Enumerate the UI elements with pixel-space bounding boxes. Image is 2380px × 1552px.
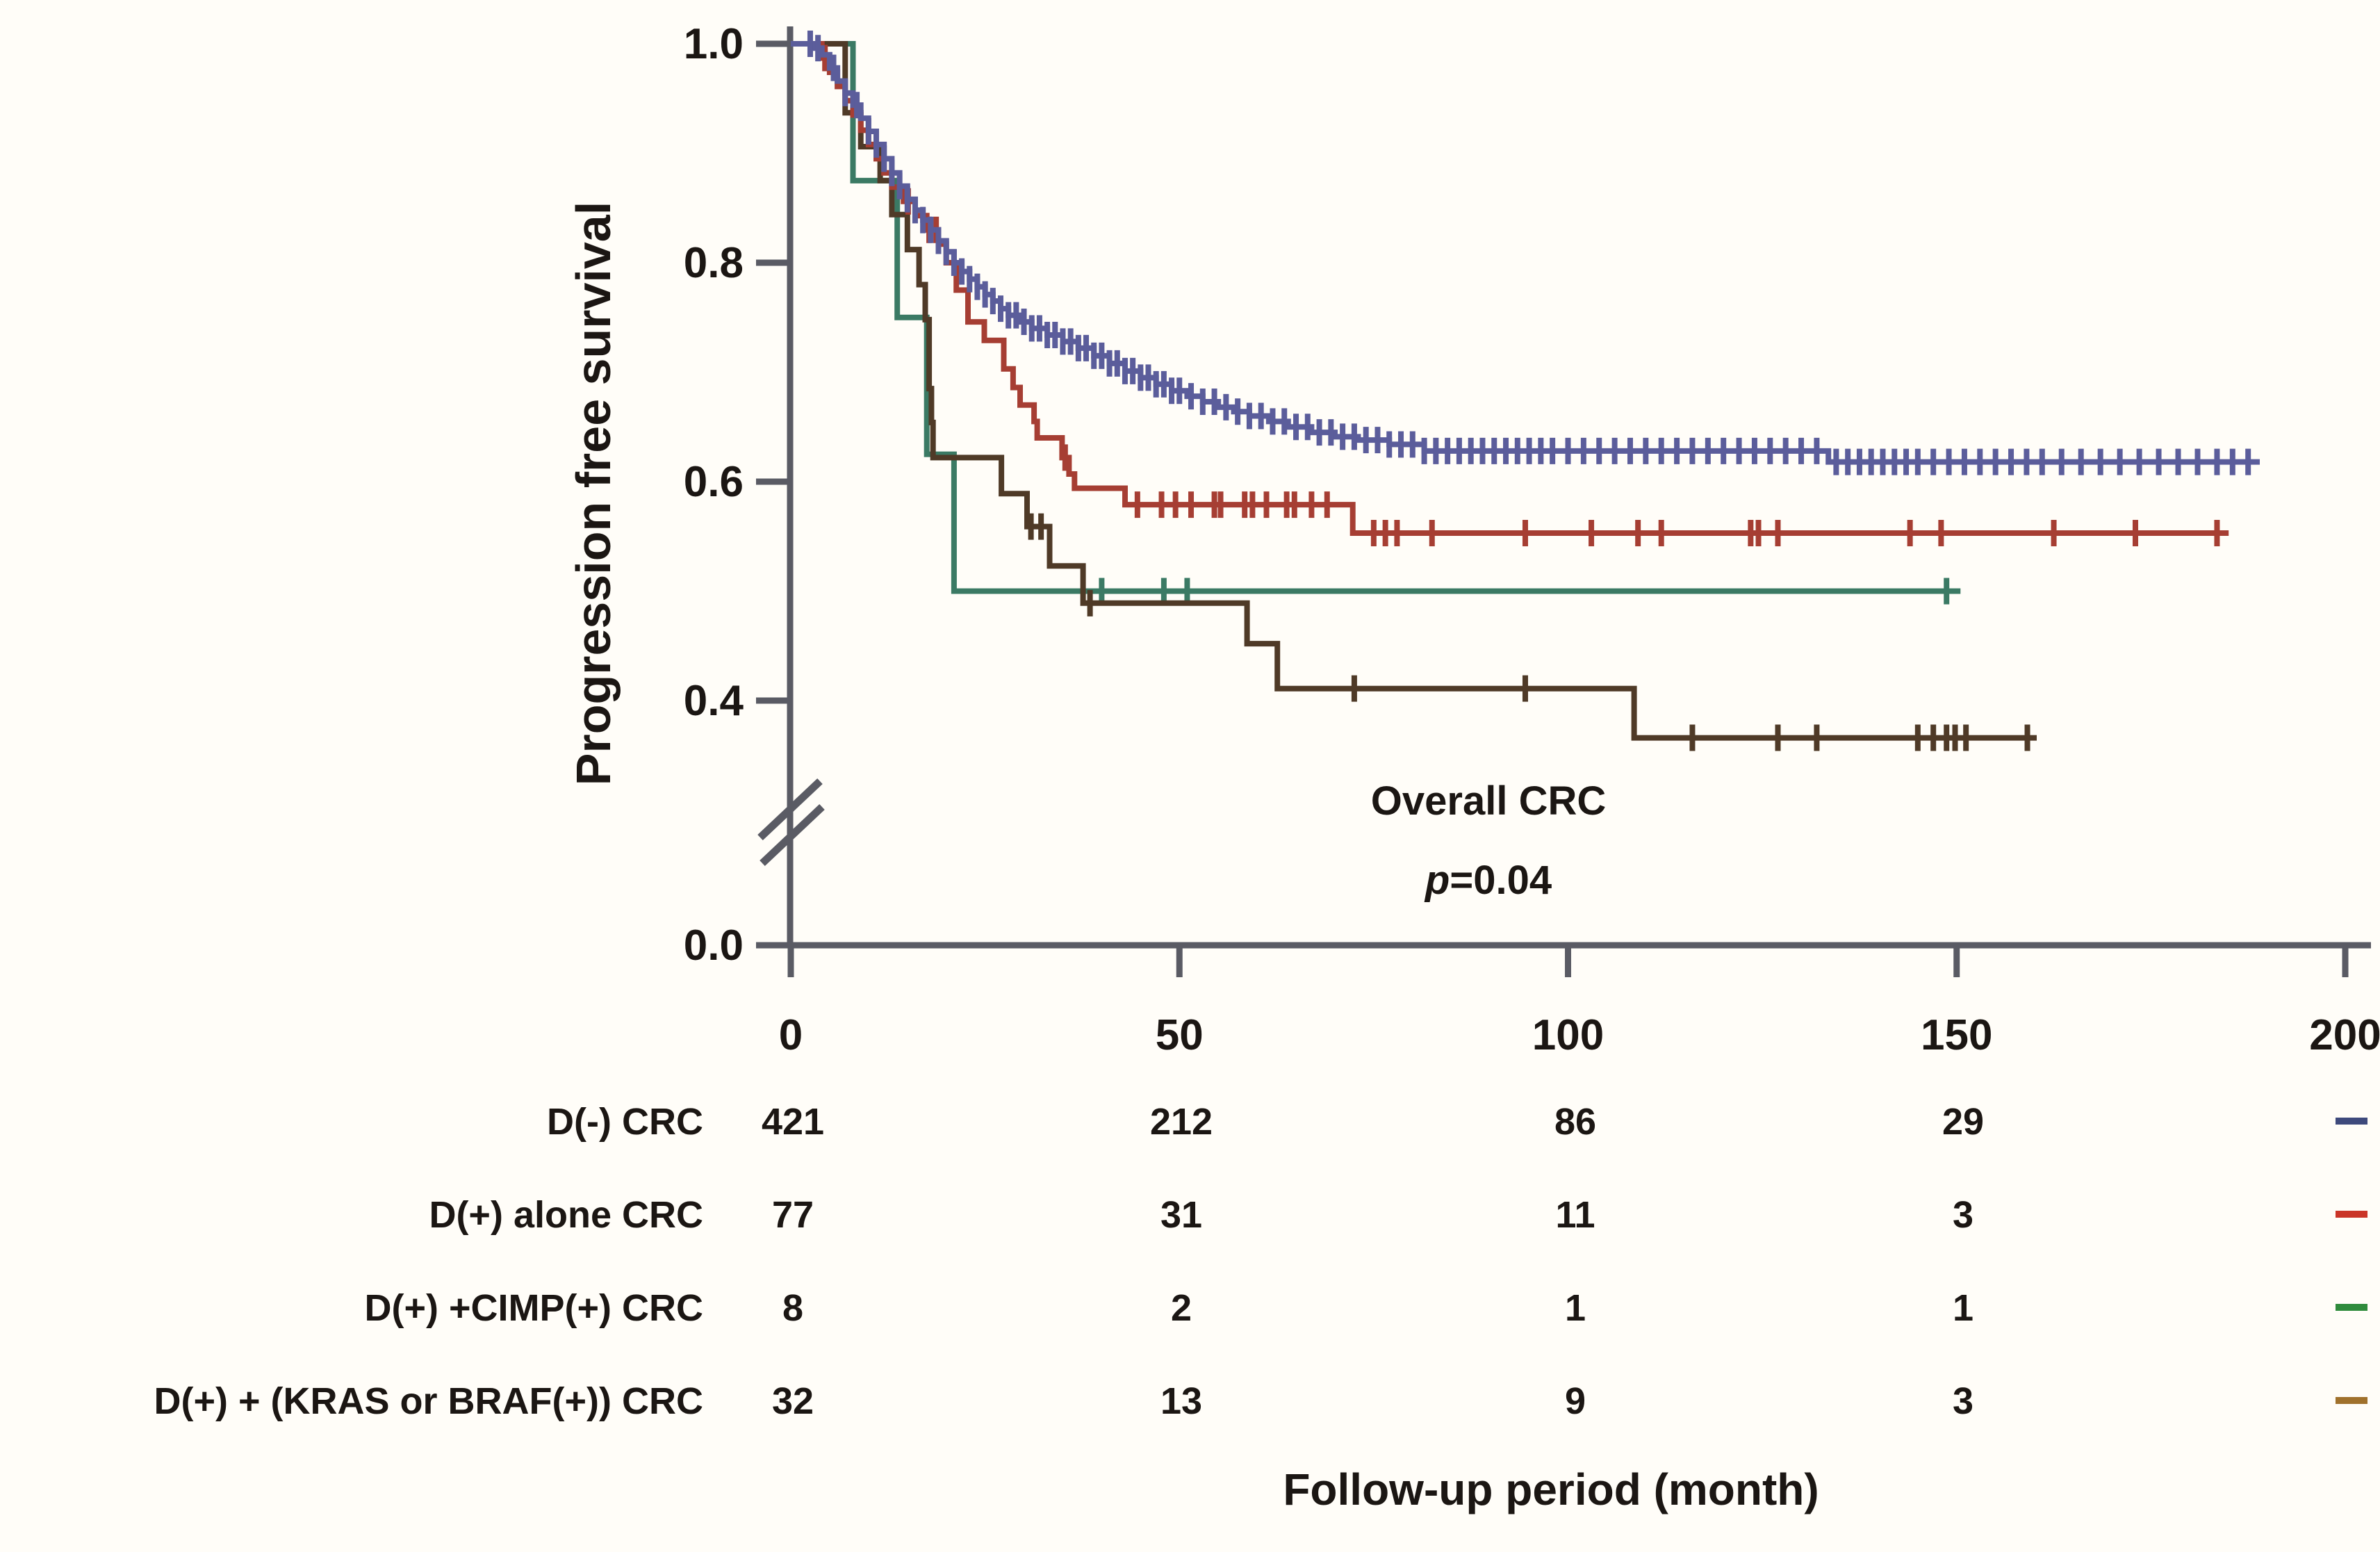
risk-count: 86: [1554, 1101, 1596, 1143]
risk-count: 1: [1953, 1287, 1973, 1329]
x-tick-label: 0: [779, 1011, 803, 1059]
axis-break-slash: [757, 778, 823, 841]
y-tick-label: 0.0: [684, 922, 744, 970]
risk-count: 421: [762, 1101, 824, 1143]
risk-count: 31: [1160, 1194, 1202, 1236]
y-tick-label: 0.4: [684, 677, 744, 725]
risk-count: 8: [782, 1287, 803, 1329]
annotation-p-symbol: p: [1424, 858, 1450, 903]
risk-count: 2: [1171, 1287, 1192, 1329]
km-curve: [791, 41, 2037, 741]
risk-count: 13: [1160, 1380, 1202, 1422]
y-tick-label: 1.0: [684, 20, 744, 68]
x-tick-label: 50: [1156, 1011, 1204, 1059]
risk-count: 32: [772, 1380, 814, 1422]
risk-count: 3: [1953, 1380, 1973, 1422]
annotation-p-rest: =0.04: [1450, 858, 1552, 903]
risk-count: 29: [1942, 1101, 1984, 1143]
x-axis-title: Follow-up period (month): [1283, 1464, 1819, 1514]
risk-row-label: D(+) +CIMP(+) CRC: [364, 1287, 703, 1329]
x-tick-label: 100: [1532, 1011, 1604, 1059]
axis-break-slash: [760, 803, 825, 867]
x-tick-label: 200: [2309, 1011, 2380, 1059]
risk-count: 77: [772, 1194, 814, 1236]
risk-row-label: D(+) alone CRC: [429, 1194, 703, 1236]
risk-count: 212: [1150, 1101, 1213, 1143]
risk-count: 11: [1555, 1194, 1595, 1236]
x-tick-label: 150: [1921, 1011, 1992, 1059]
y-tick-label: 0.8: [684, 239, 744, 287]
annotation-title: Overall CRC: [1371, 778, 1606, 824]
risk-count: 3: [1953, 1194, 1973, 1236]
risk-count: 1: [1565, 1287, 1586, 1329]
risk-count: 9: [1565, 1380, 1586, 1422]
risk-row-label: D(-) CRC: [547, 1101, 703, 1143]
risk-row-label: D(+) + (KRAS or BRAF(+)) CRC: [154, 1380, 704, 1422]
annotation-pvalue: p=0.04: [1424, 858, 1552, 903]
y-axis-title: Progression free survival: [566, 202, 621, 785]
km-curve: [791, 41, 2260, 465]
y-tick-label: 0.6: [684, 458, 744, 506]
